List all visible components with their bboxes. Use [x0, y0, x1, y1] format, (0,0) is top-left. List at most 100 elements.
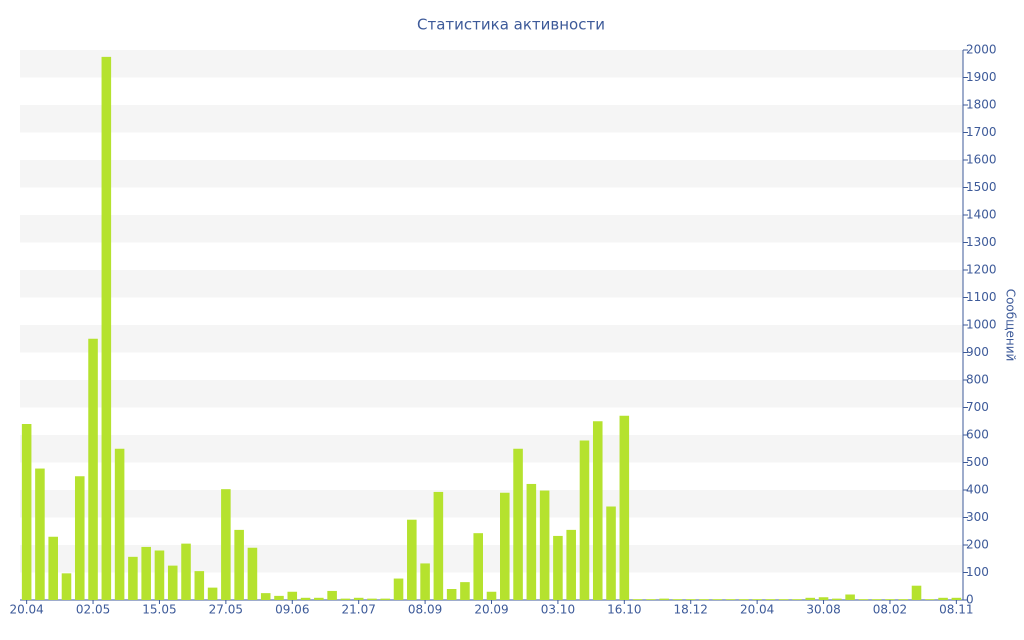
bar	[592, 421, 603, 600]
bar	[114, 448, 125, 600]
bar	[48, 536, 58, 600]
bar	[725, 599, 736, 600]
bar	[832, 598, 842, 600]
y-tick-label: 300	[966, 510, 989, 524]
bar	[380, 598, 391, 600]
bar	[619, 415, 630, 600]
bar	[287, 591, 298, 600]
bar	[606, 506, 616, 600]
x-tick-label: 15.05	[142, 603, 176, 617]
bar	[805, 597, 816, 600]
bar	[566, 529, 576, 600]
grid-band	[20, 380, 963, 408]
bar	[778, 599, 789, 600]
bar	[340, 598, 351, 600]
bar	[486, 591, 497, 600]
bar	[74, 476, 85, 600]
bar	[539, 490, 550, 600]
bar	[194, 571, 205, 600]
bar	[818, 597, 829, 600]
grid-band	[20, 215, 963, 243]
bar	[739, 599, 749, 600]
bar	[699, 599, 709, 600]
y-tick-label: 900	[966, 345, 989, 359]
bar	[672, 599, 683, 600]
x-tick-label: 21.07	[342, 603, 376, 617]
bar	[327, 590, 337, 600]
x-tick-label: 08.09	[408, 603, 442, 617]
bar	[446, 589, 457, 600]
bar	[353, 597, 364, 600]
bar	[765, 599, 776, 600]
bar	[885, 599, 895, 600]
bar	[101, 56, 112, 600]
chart-title: Статистика активности	[417, 16, 605, 34]
x-tick-label: 20.09	[474, 603, 508, 617]
x-tick-label: 03.10	[541, 603, 575, 617]
bar	[274, 595, 284, 600]
bar	[685, 599, 696, 600]
bar	[154, 550, 165, 600]
y-tick-label: 1700	[966, 125, 997, 139]
bar	[260, 593, 271, 600]
bar	[951, 597, 962, 600]
bar	[314, 597, 324, 600]
y-tick-label: 200	[966, 538, 989, 552]
grid-band	[20, 105, 963, 133]
bar	[61, 573, 72, 600]
bar	[659, 598, 669, 600]
bar	[128, 556, 138, 600]
bar	[473, 533, 483, 600]
y-tick-label: 0	[966, 593, 974, 607]
bar	[752, 599, 762, 600]
y-tick-label: 500	[966, 455, 989, 469]
bar	[513, 448, 523, 600]
y-tick-label: 1200	[966, 263, 997, 277]
x-tick-label: 02.05	[76, 603, 110, 617]
bar	[367, 598, 377, 600]
y-tick-label: 2000	[966, 43, 997, 57]
grid-band	[20, 160, 963, 188]
bar	[632, 599, 643, 600]
x-tick-label: 08.11	[939, 603, 973, 617]
y-axis-label: Сообщений	[1004, 289, 1018, 362]
bar	[35, 468, 45, 600]
x-tick-label: 18.12	[674, 603, 708, 617]
bar	[911, 585, 922, 600]
y-tick-label: 1300	[966, 235, 997, 249]
y-tick-label: 600	[966, 428, 989, 442]
bar	[898, 599, 909, 600]
y-tick-label: 1000	[966, 318, 997, 332]
bar	[221, 489, 231, 600]
y-tick-label: 1900	[966, 70, 997, 84]
y-tick-label: 1100	[966, 290, 997, 304]
bar	[181, 543, 191, 600]
bar	[88, 338, 98, 600]
bar	[21, 424, 32, 600]
bar	[247, 547, 258, 600]
bar	[141, 546, 151, 600]
y-tick-label: 700	[966, 400, 989, 414]
bar	[393, 578, 404, 600]
bar	[925, 599, 935, 600]
y-tick-label: 1800	[966, 98, 997, 112]
y-tick-label: 1400	[966, 208, 997, 222]
bar	[300, 597, 311, 600]
bar	[712, 599, 723, 600]
bar	[579, 440, 590, 600]
grid-band	[20, 50, 963, 78]
bar	[646, 599, 656, 600]
bar	[858, 599, 869, 600]
y-tick-label: 800	[966, 373, 989, 387]
grid-band	[20, 325, 963, 353]
bar	[207, 587, 218, 600]
bar	[500, 492, 510, 600]
bar	[167, 565, 178, 600]
grid-band	[20, 435, 963, 463]
bar	[553, 535, 563, 600]
grid-band	[20, 490, 963, 518]
y-tick-label: 1500	[966, 180, 997, 194]
y-tick-label: 1600	[966, 153, 997, 167]
grid-band	[20, 270, 963, 298]
